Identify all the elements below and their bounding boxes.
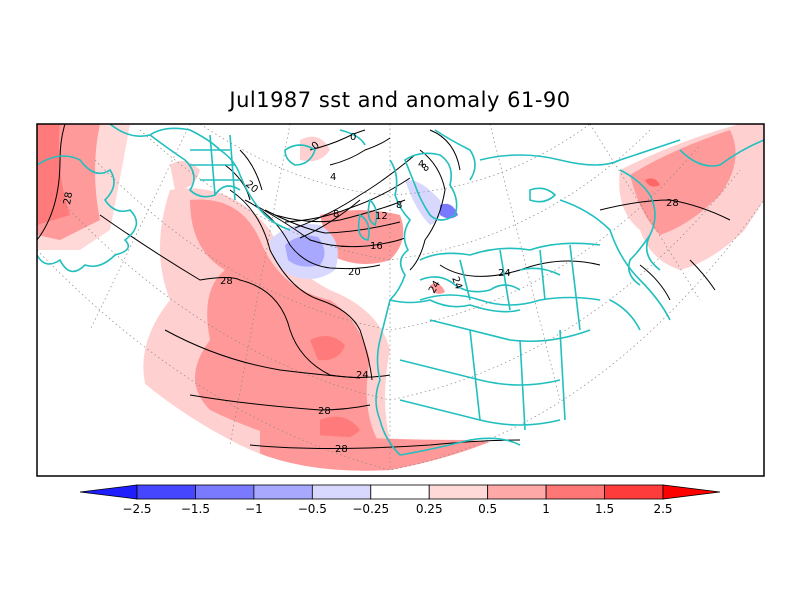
colorbar-segment (253, 484, 313, 500)
contour-label: 28 (62, 191, 75, 205)
colorbar-segment (428, 484, 489, 500)
map-panel: 28 28 28 28 28 24 24 24 24 20 20 16 12 8… (37, 124, 764, 476)
contour-label: 4 (330, 172, 336, 183)
contour-label: 16 (370, 241, 383, 252)
map-frame (36, 123, 765, 477)
colorbar-tick-label: −0.5 (298, 502, 327, 516)
contour-label: 0 (310, 140, 322, 153)
contour-label: 8 (396, 200, 402, 211)
contour-label: 28 (335, 444, 348, 455)
contour-labels: 28 28 28 28 28 24 24 24 24 20 20 16 12 8… (62, 132, 679, 455)
colorbar-tick-label: −1 (245, 502, 263, 516)
coastlines (37, 124, 764, 456)
colorbar-tick-label: −0.25 (352, 502, 389, 516)
colorbar-segment (604, 484, 664, 500)
contour-label: 8 (420, 162, 432, 175)
contour-label: 12 (375, 211, 388, 222)
contour-label: 28 (318, 406, 331, 417)
colorbar-segment (195, 484, 255, 500)
colorbar-tick-label: 0.25 (416, 502, 443, 516)
contour-label: 28 (220, 276, 233, 287)
contour-label: 0 (350, 132, 356, 143)
colorbar-tick-label: 0.5 (478, 502, 497, 516)
colorbar-segment (79, 484, 138, 500)
colorbar-segment (545, 484, 605, 500)
contour-label: 8 (333, 209, 339, 220)
colorbar-tick-label: 1.5 (595, 502, 614, 516)
colorbar-segment (136, 484, 196, 500)
map-title: Jul1987 sst and anomaly 61-90 (229, 88, 571, 112)
contour-label: 4 (418, 159, 424, 170)
contour-label: 24 (498, 268, 511, 279)
colorbar-segment (487, 484, 547, 500)
colorbar-segment (311, 484, 372, 500)
colorbar-tick-label: −1.5 (181, 502, 210, 516)
colorbar-tick-label: 2.5 (653, 502, 672, 516)
anomaly-shading (37, 124, 764, 471)
contour-label: 28 (666, 198, 679, 209)
sst-contours (37, 124, 731, 449)
colorbar-tick-label: 1 (542, 502, 550, 516)
colorbar-tick-label: −2.5 (122, 502, 151, 516)
colorbar: −2.5 −1.5 −1 −0.5 −0.25 0.25 0.5 1 1.5 2.5 (79, 484, 721, 516)
graticule (37, 124, 764, 471)
contour-label: 24 (356, 370, 369, 381)
colorbar-segment (370, 484, 430, 500)
contour-label: 20 (348, 267, 361, 278)
colorbar-segment (662, 484, 721, 500)
contour-label: 24 (449, 275, 464, 291)
